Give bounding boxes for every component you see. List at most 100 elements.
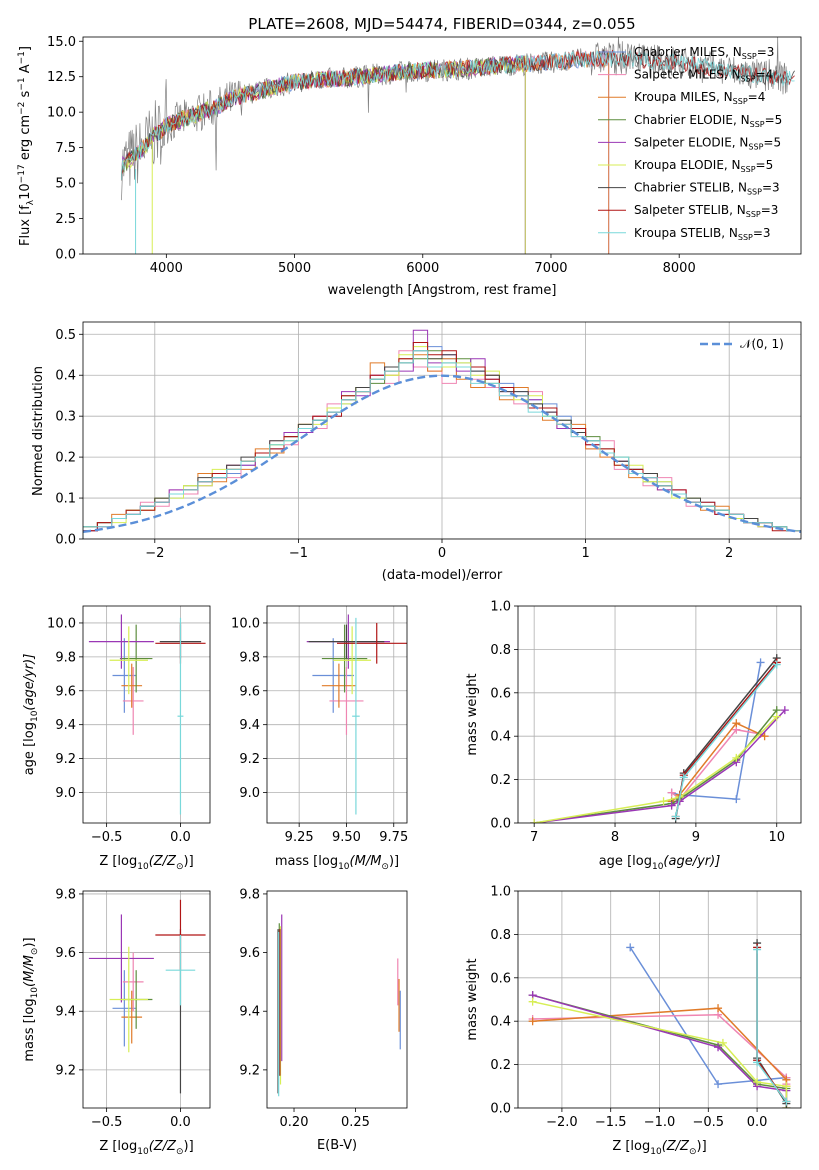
weight-point-marker bbox=[782, 1082, 791, 1091]
legend-label: Salpeter STELIB, NSSP=3 bbox=[634, 203, 778, 219]
Z-mass-frame bbox=[82, 890, 211, 1109]
weight-point-marker bbox=[714, 1080, 723, 1089]
Z-weight-ytick-label: 0.8 bbox=[490, 928, 511, 943]
weight-point-marker bbox=[718, 1038, 727, 1047]
age-weight-ytick-label: 0.4 bbox=[490, 730, 511, 745]
Z-weight-xtick-label: −1.5 bbox=[595, 1115, 627, 1130]
weight-point-marker bbox=[732, 719, 741, 728]
weight-point-marker bbox=[753, 945, 762, 954]
ebv-mass-plot-area bbox=[277, 914, 401, 1097]
spectrum-xlabel: wavelength [Angstrom, rest frame] bbox=[328, 283, 557, 298]
legend-label: Chabrier ELODIE, NSSP=5 bbox=[634, 113, 782, 129]
Z-age-xtick-label: −0.5 bbox=[91, 830, 123, 845]
Z-mass-xlabel: Z [log10(Z/Z⊙)] bbox=[99, 1139, 193, 1157]
weight-point-marker bbox=[780, 706, 789, 715]
legend-label: Kroupa STELIB, NSSP=3 bbox=[634, 226, 771, 242]
residuals-xtick-label: 0 bbox=[438, 546, 446, 561]
age-weight-ytick-label: 0.0 bbox=[490, 817, 511, 832]
Z-age-ytick-label: 9.0 bbox=[55, 786, 76, 801]
spectrum-ytick-label: 5.0 bbox=[55, 177, 76, 192]
Z-weight-ylabel: mass weight bbox=[465, 958, 480, 1040]
Z-age-ylabel: age [log10(age/yr)] bbox=[22, 654, 40, 776]
spectrum-ytick-label: 12.5 bbox=[47, 70, 76, 85]
weight-series-line bbox=[671, 662, 762, 800]
age-weight-xtick-label: 7 bbox=[530, 830, 538, 845]
age-weight-ytick-label: 0.2 bbox=[490, 773, 511, 788]
weight-series-line bbox=[671, 728, 761, 801]
Z-mass-ylabel: mass [log10(M/M⊙)] bbox=[22, 937, 40, 1061]
mass-age-plot-area bbox=[267, 606, 407, 823]
mass-age-ytick-label: 10.0 bbox=[231, 616, 260, 631]
age-weight-ytick-label: 1.0 bbox=[490, 600, 511, 615]
age-weight-frame bbox=[517, 605, 802, 824]
age-weight-xtick-label: 10 bbox=[768, 830, 785, 845]
weight-point-marker bbox=[626, 943, 635, 952]
ebv-mass-ytick-label: 9.6 bbox=[239, 946, 260, 961]
weight-point-marker bbox=[732, 753, 741, 762]
weight-point-marker bbox=[671, 812, 680, 821]
Z-mass-ytick-label: 9.6 bbox=[55, 946, 76, 961]
residuals-ytick-label: 0.4 bbox=[55, 369, 76, 384]
weight-point-marker bbox=[732, 795, 741, 804]
spectrum-xtick-label: 4000 bbox=[150, 261, 183, 276]
mass-age-ytick-label: 9.0 bbox=[239, 786, 260, 801]
mass-age-ytick-label: 9.8 bbox=[239, 650, 260, 665]
mass-age-frame bbox=[266, 605, 408, 824]
weight-point-marker bbox=[667, 788, 676, 797]
ebv-mass-xtick-label: 0.20 bbox=[280, 1115, 309, 1130]
Z-weight-ytick-label: 0.4 bbox=[490, 1015, 511, 1030]
spectrum-ytick-label: 0.0 bbox=[55, 248, 76, 263]
Z-mass-ytick-label: 9.8 bbox=[55, 887, 76, 902]
Z-weight-ytick-label: 0.6 bbox=[490, 971, 511, 986]
spectrum-ytick-label: 15.0 bbox=[47, 35, 76, 50]
residuals-ytick-label: 0.2 bbox=[55, 451, 76, 466]
Z-weight-frame bbox=[517, 890, 802, 1109]
spectrum-xtick-label: 8000 bbox=[663, 261, 696, 276]
Z-weight-xtick-label: −1.0 bbox=[644, 1115, 676, 1130]
Z-age-ytick-label: 9.4 bbox=[55, 718, 76, 733]
mass-age-ytick-label: 9.4 bbox=[239, 718, 260, 733]
mass-age-xlabel: mass [log10(M/M⊙)] bbox=[275, 854, 399, 872]
spectrum-xtick-label: 5000 bbox=[278, 261, 311, 276]
residuals-ylabel: Normed distribution bbox=[31, 366, 46, 496]
mass-age-xtick-label: 9.25 bbox=[285, 830, 314, 845]
weight-point-marker bbox=[753, 1058, 762, 1067]
Z-weight-xtick-label: −0.5 bbox=[693, 1115, 725, 1130]
weight-point-marker bbox=[782, 1097, 791, 1106]
residuals-xtick-label: 2 bbox=[725, 546, 733, 561]
gaussian-curve bbox=[83, 374, 801, 533]
spectrum-ylabel: Flux [fλ10−17 erg cm−2 s−1 A−1] bbox=[17, 46, 36, 246]
Z-mass-xtick-label: 0.0 bbox=[170, 1115, 191, 1130]
weight-point-marker bbox=[714, 1043, 723, 1052]
age-weight-ylabel: mass weight bbox=[465, 673, 480, 755]
gaussian-legend-label: 𝒩(0, 1) bbox=[740, 337, 784, 351]
age-weight-xtick-label: 9 bbox=[692, 830, 700, 845]
weight-point-marker bbox=[772, 712, 781, 721]
residuals-ytick-label: 0.0 bbox=[55, 533, 76, 548]
Z-mass-ytick-label: 9.2 bbox=[55, 1063, 76, 1078]
legend-label: Salpeter MILES, NSSP=4 bbox=[634, 68, 773, 84]
ebv-mass-xlabel: E(B-V) bbox=[317, 1138, 357, 1153]
mass-age-xtick-label: 9.50 bbox=[332, 830, 361, 845]
mass-age-xtick-label: 9.75 bbox=[379, 830, 408, 845]
weight-point-marker bbox=[528, 1017, 537, 1026]
weight-point-marker bbox=[756, 658, 765, 667]
weight-point-marker bbox=[679, 773, 688, 782]
spectrum-ytick-label: 10.0 bbox=[47, 106, 76, 121]
ebv-mass-frame bbox=[266, 890, 408, 1109]
Z-mass-xtick-label: −0.5 bbox=[91, 1115, 123, 1130]
weight-point-marker bbox=[667, 801, 676, 810]
residuals-ytick-label: 0.5 bbox=[55, 328, 76, 343]
Z-age-plot-area bbox=[83, 606, 210, 823]
ebv-mass-ytick-label: 9.4 bbox=[239, 1005, 260, 1020]
spectrum-xtick-label: 6000 bbox=[406, 261, 439, 276]
residuals-ytick-label: 0.1 bbox=[55, 492, 76, 507]
Z-weight-xlabel: Z [log10(Z/Z⊙)] bbox=[612, 1139, 706, 1157]
Z-weight-xtick-label: 0.0 bbox=[747, 1115, 768, 1130]
legend-label: Kroupa ELODIE, NSSP=5 bbox=[634, 158, 773, 174]
spectrum-model-line bbox=[121, 50, 795, 181]
age-weight-plot-area bbox=[518, 606, 801, 823]
residuals-xtick-label: 1 bbox=[581, 546, 589, 561]
Z-mass-plot-area bbox=[83, 891, 210, 1108]
ebv-mass-xtick-label: 0.25 bbox=[341, 1115, 370, 1130]
